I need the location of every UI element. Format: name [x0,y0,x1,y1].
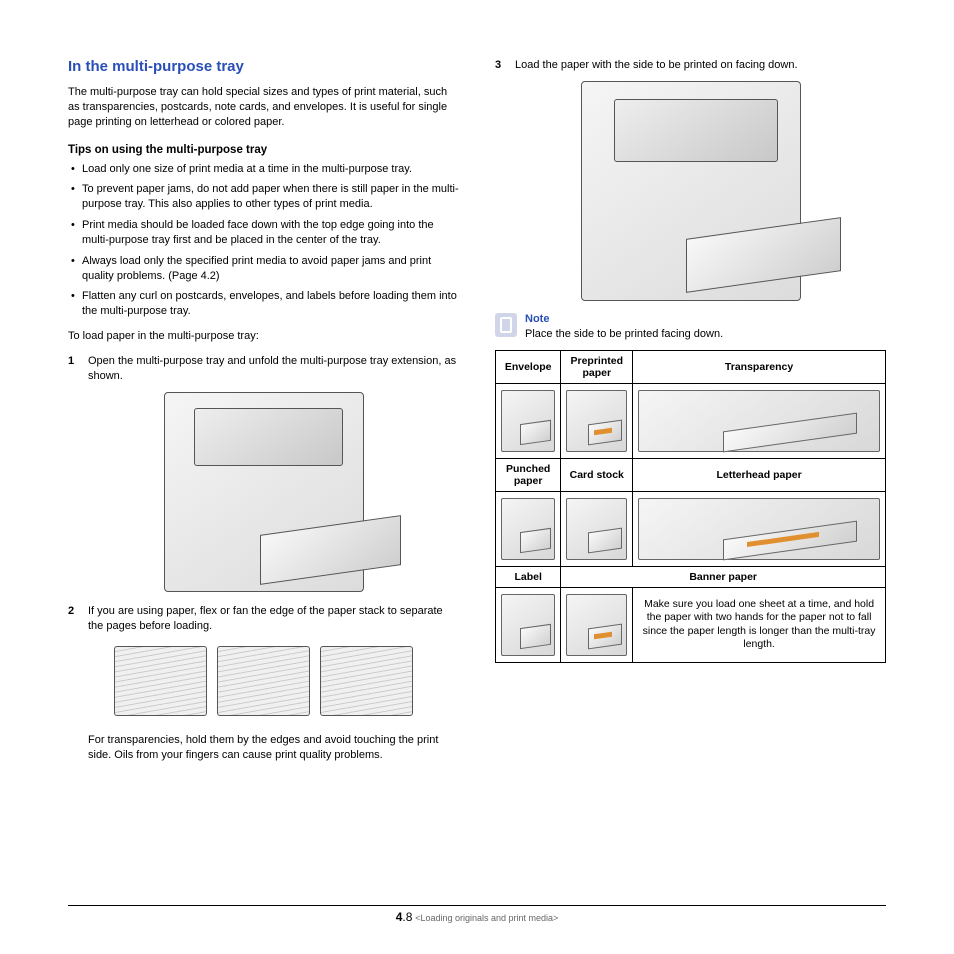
media-header: Card stock [561,458,633,491]
step-2: 2 If you are using paper, flex or fan th… [68,604,459,634]
media-types-table: Envelope Preprinted paper Transparency P… [495,350,886,663]
procedure-lead-in: To load paper in the multi-purpose tray: [68,329,459,344]
page-sub-number: .8 [402,910,412,924]
media-illustration [566,390,627,452]
left-column: In the multi-purpose tray The multi-purp… [68,58,459,773]
right-column: 3 Load the paper with the side to be pri… [495,58,886,773]
media-header: Transparency [633,350,886,383]
printer-illustration [164,392,364,592]
step-number: 1 [68,354,88,384]
media-cell [561,587,633,662]
media-cell [496,491,561,566]
table-row: Punched paper Card stock Letterhead pape… [496,458,886,491]
tip-item: Load only one size of print media at a t… [68,162,459,177]
banner-paper-note: Make sure you load one sheet at a time, … [633,587,886,662]
page-footer: 4.8 <Loading originals and print media> [68,905,886,924]
step-text: Load the paper with the side to be print… [515,58,886,73]
note-body: Place the side to be printed facing down… [525,328,723,340]
table-row: Label Banner paper [496,566,886,587]
step-1: 1 Open the multi-purpose tray and unfold… [68,354,459,384]
media-header: Envelope [496,350,561,383]
page-number: 4.8 [396,910,413,924]
step-3: 3 Load the paper with the side to be pri… [495,58,886,73]
chapter-title: <Loading originals and print media> [415,913,558,923]
media-illustration [638,498,880,560]
media-cell [561,491,633,566]
note-title: Note [525,313,723,325]
media-illustration [638,390,880,452]
table-row: Make sure you load one sheet at a time, … [496,587,886,662]
tip-item: To prevent paper jams, do not add paper … [68,182,459,212]
two-column-layout: In the multi-purpose tray The multi-purp… [68,58,886,773]
note-content: Note Place the side to be printed facing… [525,313,723,340]
tip-item: Always load only the specified print med… [68,254,459,284]
media-cell [496,587,561,662]
note-block: Note Place the side to be printed facing… [495,313,886,340]
tip-item: Print media should be loaded face down w… [68,218,459,248]
media-header: Punched paper [496,458,561,491]
table-row: Envelope Preprinted paper Transparency [496,350,886,383]
media-header: Letterhead paper [633,458,886,491]
media-cell [561,383,633,458]
printer-illustration [581,81,801,301]
media-illustration [501,594,555,656]
media-cell [633,383,886,458]
step2-caption: For transparencies, hold them by the edg… [88,733,459,763]
step-text: Open the multi-purpose tray and unfold t… [88,354,459,384]
media-illustration [501,498,555,560]
media-illustration [566,498,627,560]
media-cell [496,383,561,458]
step-text: If you are using paper, flex or fan the … [88,604,459,634]
tips-list: Load only one size of print media at a t… [68,162,459,320]
media-header: Label [496,566,561,587]
note-icon [495,313,517,337]
section-title: In the multi-purpose tray [68,58,459,75]
media-illustration [566,594,627,656]
table-row [496,383,886,458]
media-header: Banner paper [561,566,886,587]
figure-step3 [495,81,886,301]
tip-item: Flatten any curl on postcards, envelopes… [68,289,459,319]
media-header: Preprinted paper [561,350,633,383]
fan-paper-illustration [114,641,414,721]
figure-step1 [68,392,459,592]
intro-paragraph: The multi-purpose tray can hold special … [68,85,459,130]
media-illustration [501,390,555,452]
table-row [496,491,886,566]
step-number: 3 [495,58,515,73]
media-cell [633,491,886,566]
tips-heading: Tips on using the multi-purpose tray [68,144,459,156]
step-number: 2 [68,604,88,634]
figure-step2 [68,641,459,721]
